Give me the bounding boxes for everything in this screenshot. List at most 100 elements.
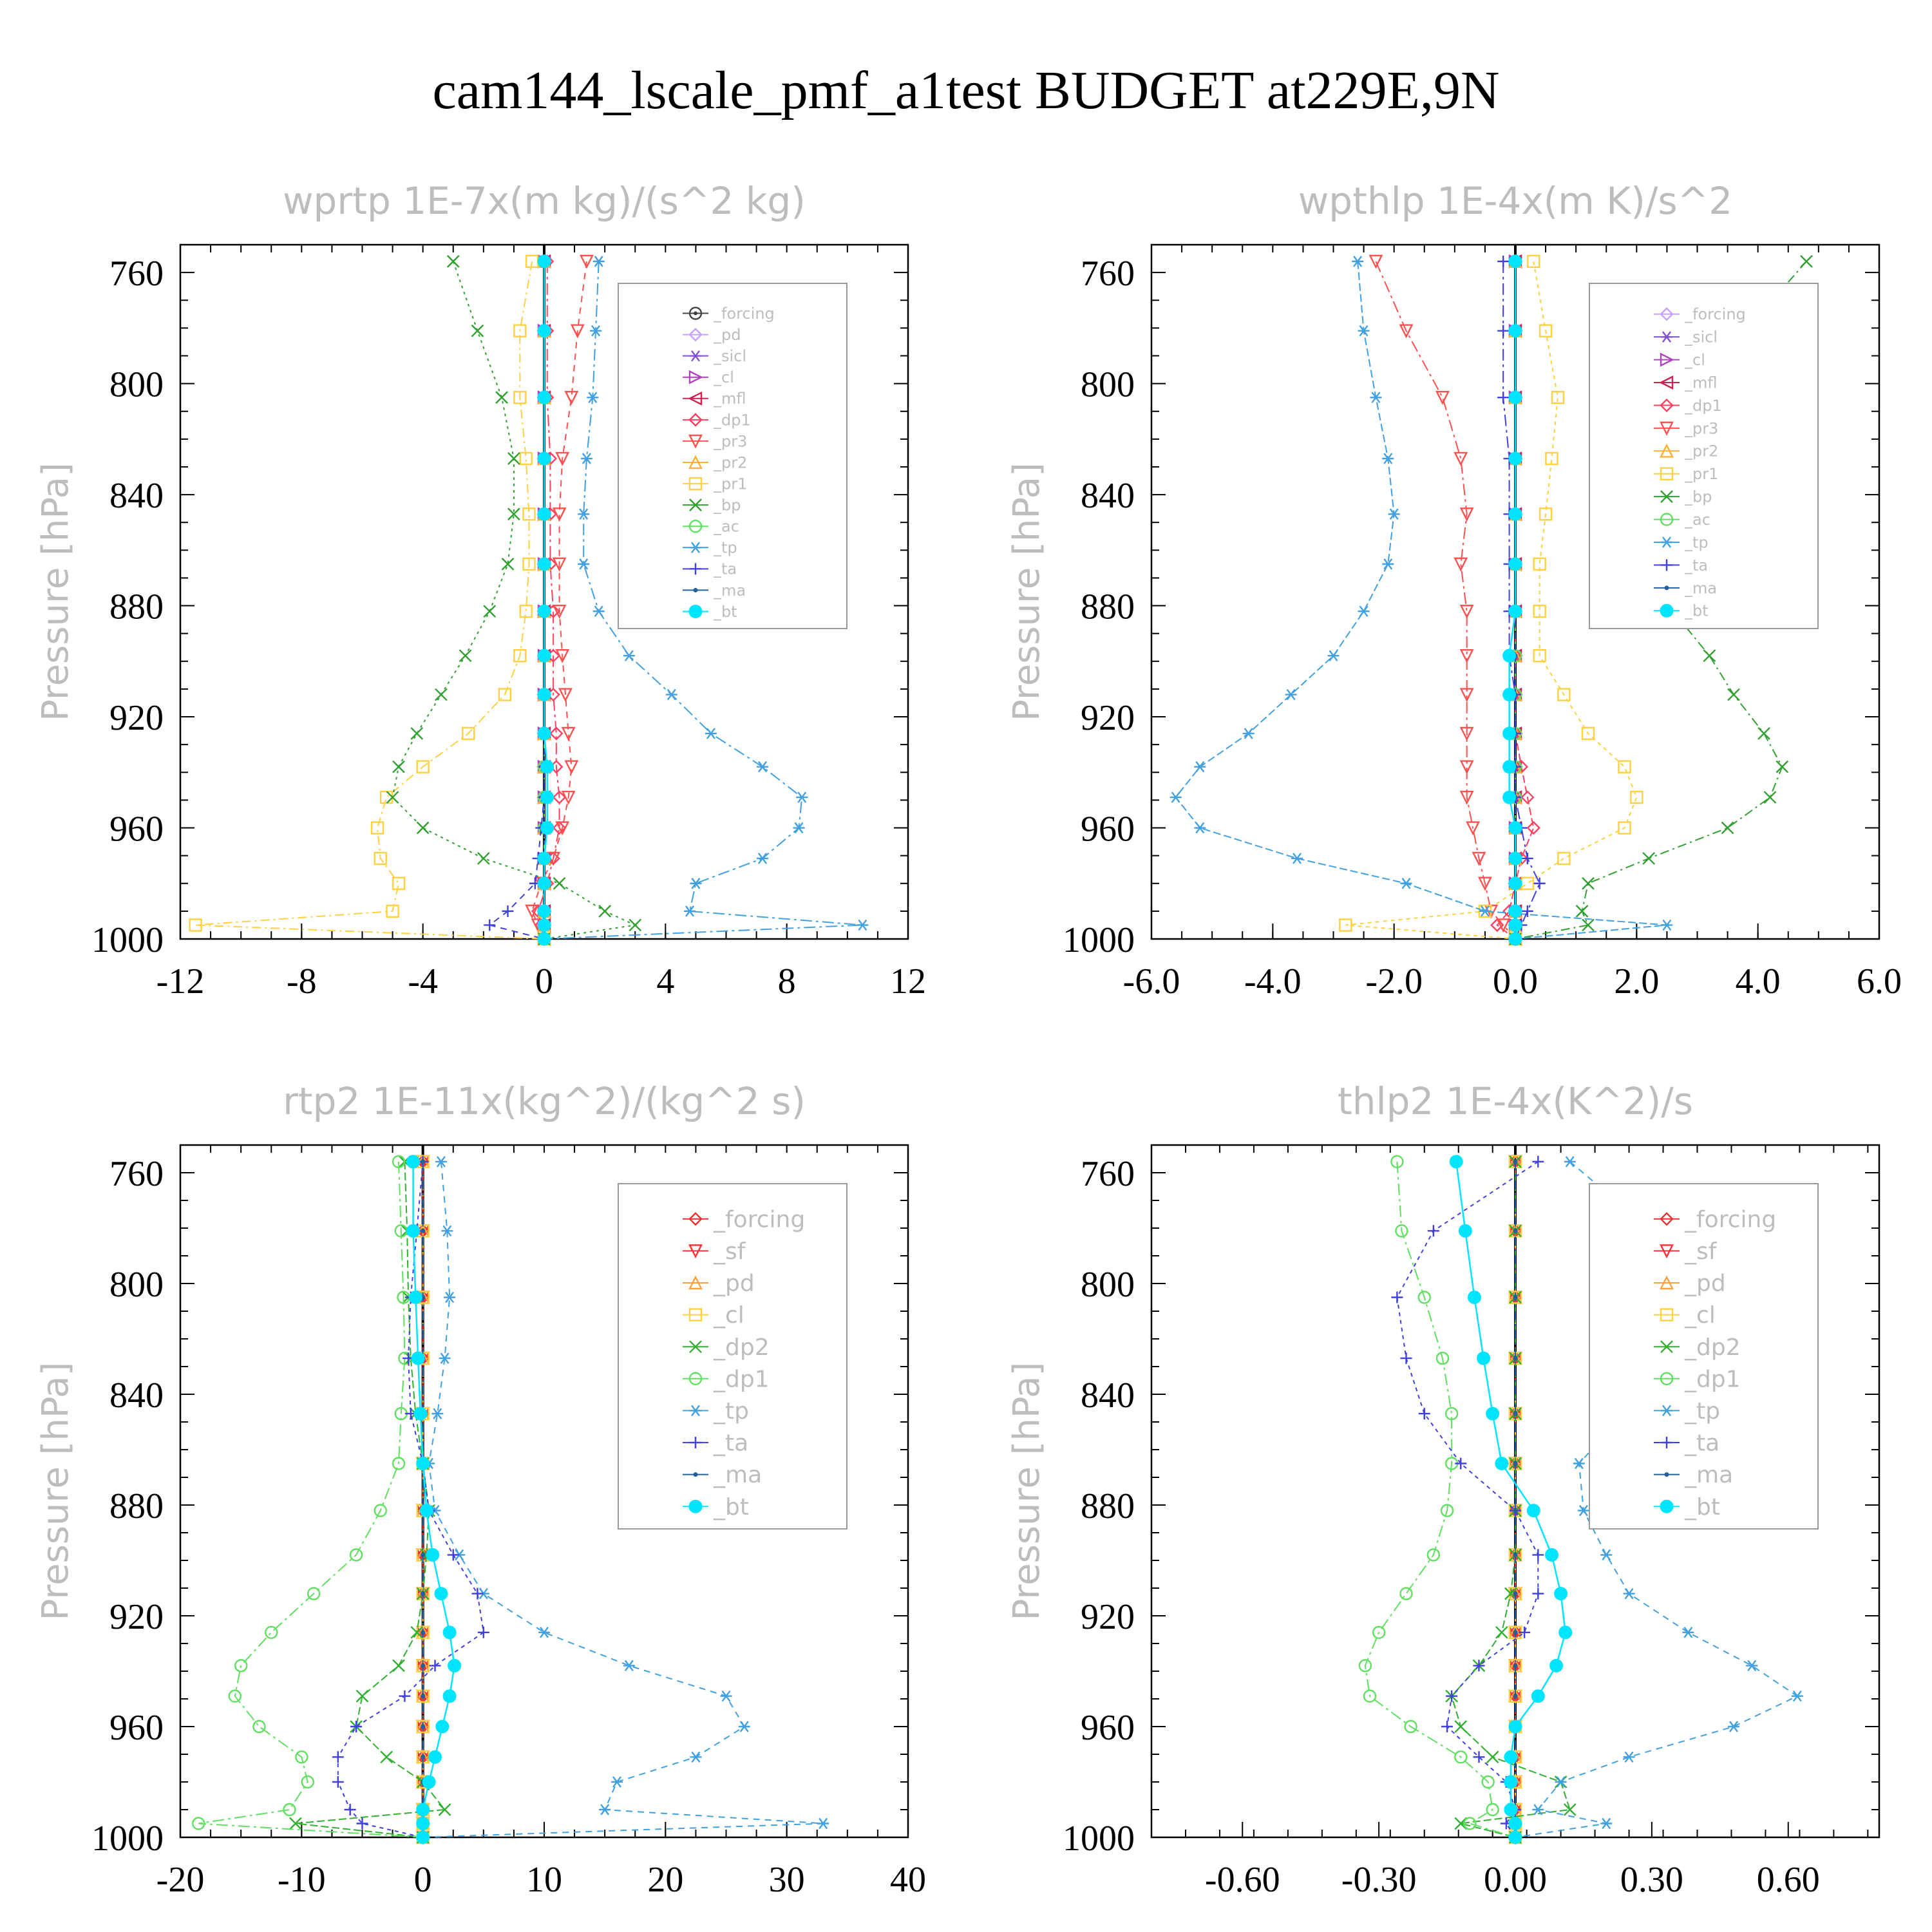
data-point [498, 688, 511, 701]
series-line [537, 261, 560, 940]
series-line [1396, 1160, 1539, 1838]
legend-entry: _cl [683, 1302, 744, 1329]
legend-entry: _ta [683, 1430, 748, 1457]
legend-label: _ma [1684, 1462, 1733, 1488]
data-point [1400, 1352, 1412, 1365]
data-point [1519, 1626, 1531, 1638]
data-point [525, 904, 540, 919]
y-tick-label: 880 [1081, 1486, 1135, 1526]
x-tick-label: -8 [287, 961, 317, 1001]
x-tick-label: -0.30 [1341, 1860, 1417, 1900]
legend-entry: _ta [1654, 556, 1708, 574]
data-point [555, 821, 570, 836]
data-point [1526, 1504, 1540, 1518]
data-point [1508, 324, 1522, 338]
data-point [549, 726, 564, 741]
y-tick-label: 760 [109, 254, 164, 294]
data-point [392, 760, 405, 773]
data-point [665, 688, 677, 701]
legend-marker [1660, 307, 1674, 321]
y-tick-label: 800 [1081, 365, 1135, 405]
data-point [1327, 650, 1340, 661]
data-point [471, 1587, 484, 1600]
data-point [1497, 255, 1510, 267]
legend-entry: _dp1 [683, 411, 751, 429]
data-point [1513, 1228, 1518, 1233]
data-point [1339, 918, 1352, 932]
data-point [495, 391, 508, 404]
legend-marker [1660, 490, 1673, 503]
data-point [189, 918, 202, 932]
data-point [386, 791, 399, 804]
data-point [1508, 932, 1522, 946]
data-point [234, 1659, 248, 1672]
data-point [537, 876, 551, 891]
series-bt [1502, 254, 1522, 946]
data-point [1513, 1356, 1518, 1361]
x-tick-label: 0.60 [1757, 1860, 1820, 1900]
panel-title: wprtp 1E-7x(m kg)/(s^2 kg) [283, 179, 806, 223]
legend-label: _bt [1684, 602, 1709, 620]
legend-label: _dp2 [1684, 1334, 1741, 1361]
data-point [1463, 1817, 1477, 1830]
data-point [1502, 726, 1517, 741]
data-point [1382, 558, 1394, 570]
data-point [1508, 918, 1522, 932]
data-point [399, 1690, 411, 1702]
data-point [552, 820, 567, 835]
data-point [1440, 1504, 1454, 1517]
data-point [552, 557, 567, 572]
data-point [684, 905, 696, 917]
legend-entry: _pr3 [683, 432, 747, 450]
legend-marker [1660, 467, 1674, 480]
legend-label: _pr2 [1684, 442, 1718, 460]
data-point [370, 821, 384, 835]
data-point [857, 919, 869, 931]
legend-label: _cl [713, 1302, 744, 1329]
legend-label: _tp [713, 539, 737, 557]
legend-entry: _ma [683, 582, 746, 600]
legend-entry: _ma [683, 1462, 762, 1488]
legend-entry: _tp [683, 1398, 749, 1425]
legend-marker [688, 413, 703, 427]
data-point [561, 790, 576, 805]
legend-entry: _mfl [1654, 374, 1718, 392]
legend-label: _tp [1684, 1398, 1720, 1425]
data-point [1242, 728, 1255, 739]
legend-label: _ta [713, 1430, 748, 1457]
series-pr1 [189, 254, 551, 946]
data-point [540, 821, 554, 835]
data-point [623, 1660, 635, 1672]
data-point [1472, 851, 1486, 866]
data-point [1504, 1587, 1517, 1600]
data-point [1467, 1291, 1481, 1304]
data-point [1757, 727, 1770, 740]
legend-label: _cl [1684, 1302, 1716, 1329]
data-point [1545, 1548, 1558, 1562]
series-bt [537, 254, 554, 946]
data-point [413, 1406, 428, 1421]
data-point [1454, 451, 1468, 466]
legend-entry: _pd [1654, 1271, 1726, 1297]
legend-marker [688, 477, 703, 491]
legend-entry: _pr2 [1654, 442, 1718, 460]
data-point [1504, 1750, 1518, 1764]
legend-label: _pd [1684, 1271, 1726, 1297]
legend-marker [1660, 1372, 1674, 1386]
legend-entry: _dp2 [683, 1334, 770, 1361]
legend-label: _bt [713, 603, 737, 621]
series-line [1455, 1161, 1566, 1837]
data-point [537, 932, 551, 946]
data-point [1459, 507, 1474, 522]
legend-label: _forcing [1684, 305, 1746, 323]
legend-marker [1660, 1340, 1673, 1354]
data-point [1508, 390, 1522, 404]
x-tick-label: 12 [890, 961, 926, 1001]
legend-entry: _forcing [683, 1206, 805, 1233]
data-point [1526, 820, 1540, 835]
data-point [374, 851, 387, 866]
x-tick-label: 10 [526, 1860, 562, 1900]
data-point [410, 727, 424, 740]
data-point [578, 558, 590, 570]
